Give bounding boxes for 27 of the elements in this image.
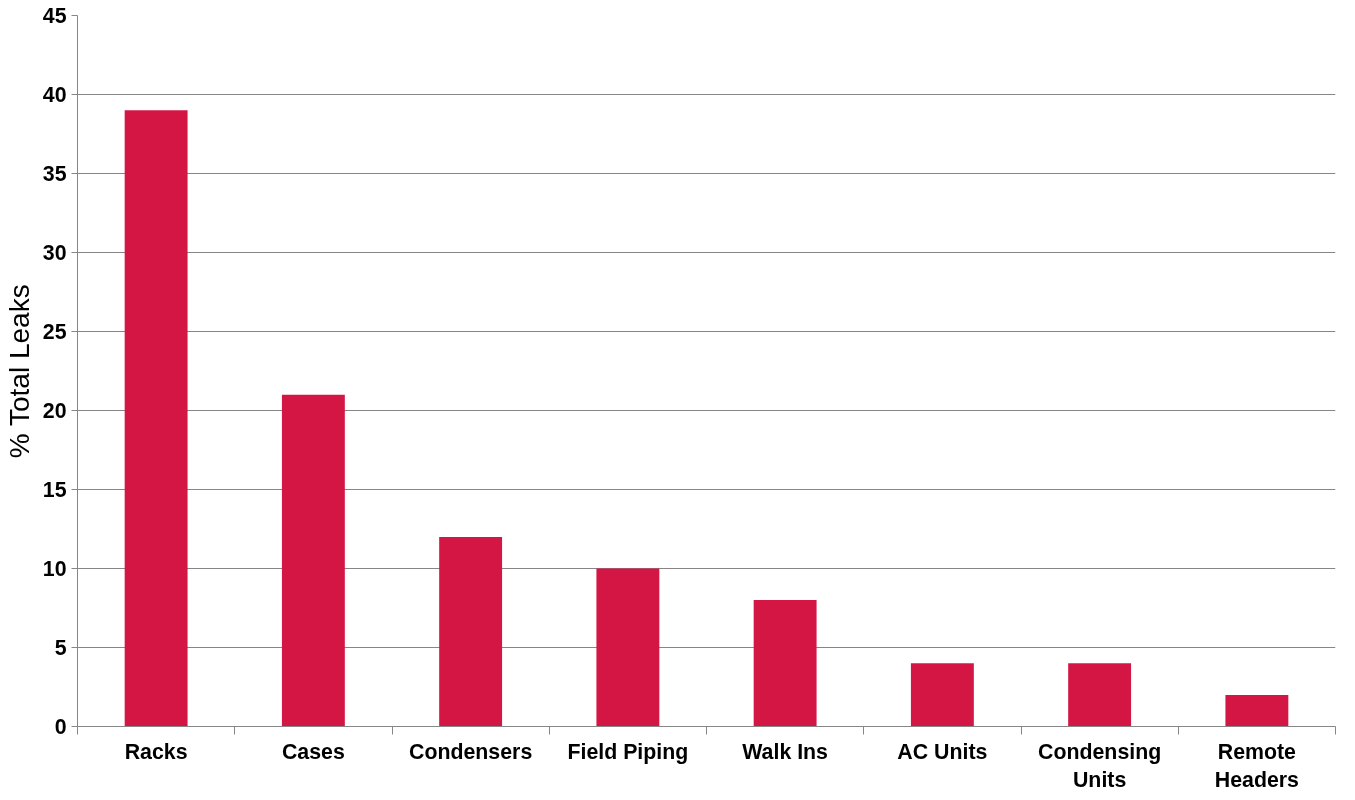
y-tick-label: 40	[42, 83, 67, 107]
x-tick-label: AC Units	[897, 739, 988, 764]
bar	[281, 394, 345, 727]
bar	[753, 600, 817, 727]
y-axis-title: % Total Leaks	[3, 284, 35, 459]
x-tick-label: Walk Ins	[742, 739, 828, 764]
bar	[124, 110, 188, 727]
x-tick-label: Racks	[124, 739, 188, 764]
y-tick-label: 5	[54, 636, 67, 660]
y-tick-label: 0	[54, 715, 67, 739]
y-tick-label: 30	[42, 241, 67, 265]
x-tick-label: Remote Headers	[1214, 739, 1299, 793]
x-tick-label: Condensing Units	[1038, 739, 1162, 793]
y-tick-label: 35	[42, 162, 67, 186]
y-tick-label: 15	[42, 478, 67, 502]
x-tick-label: Field Piping	[567, 739, 689, 764]
bar	[910, 663, 974, 727]
bar	[596, 568, 660, 727]
x-tick-label: Cases	[281, 739, 345, 764]
y-tick-label: 45	[42, 4, 67, 28]
bar	[439, 536, 503, 727]
y-tick-label: 10	[42, 557, 67, 581]
y-tick-label: 25	[42, 320, 67, 344]
y-tick-label: 20	[42, 399, 67, 423]
bar	[1068, 663, 1132, 727]
x-tick-label: Condensers	[408, 739, 533, 764]
bar	[1225, 694, 1289, 727]
